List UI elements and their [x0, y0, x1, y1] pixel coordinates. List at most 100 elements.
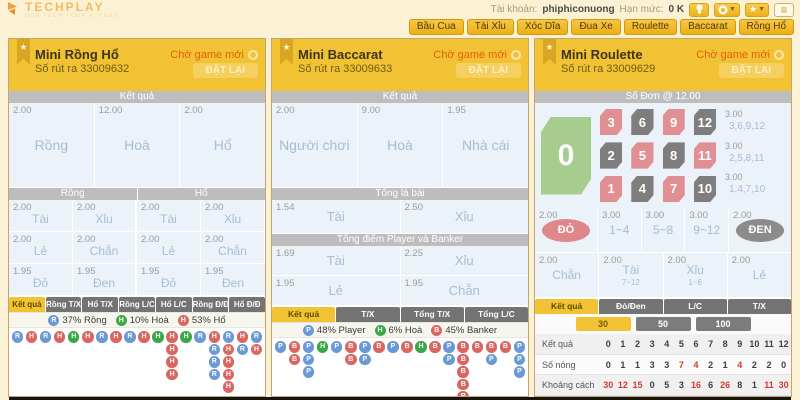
account-name: phiphiconuong	[542, 4, 615, 15]
tab-tong-t-x[interactable]: Tổng T/X	[400, 307, 464, 322]
bet-hoa[interactable]: 9.00 Hoà	[357, 103, 444, 188]
coin-menu-button[interactable]: ▼	[714, 2, 740, 17]
rebet-button[interactable]: ĐẶT LẠI	[455, 63, 521, 78]
bead-h-red: H	[250, 343, 263, 355]
bet-ho[interactable]: 2.00 Hổ	[180, 103, 266, 188]
bet-chan[interactable]: 1.95 Chẵn	[400, 276, 528, 306]
bet-label: Tài	[32, 212, 49, 226]
bet-tai[interactable]: 1.54 Tài	[272, 200, 401, 234]
nav-rong-ho[interactable]: Rồng Hổ	[738, 18, 794, 35]
favorites-menu-button[interactable]: ★ ▼	[744, 2, 769, 17]
bet-xiu[interactable]: 2.50 Xỉu	[400, 200, 528, 234]
bet-label: Chẵn	[89, 244, 119, 258]
bet-5-8[interactable]: 3.00 5~8	[641, 208, 686, 253]
game-nav: Bầu Cua Tài Xỉu Xóc Dĩa Đua Xe Roulette Bacca…	[0, 17, 800, 36]
bet-hoa[interactable]: 12.00 Hoà	[94, 103, 181, 188]
bet-xiu[interactable]: 2.25 Xỉu	[400, 246, 528, 276]
tab-o-en[interactable]: Đỏ/Đen	[599, 299, 663, 314]
rebet-button[interactable]: ĐẶT LẠI	[718, 63, 784, 78]
cell-value: 0	[605, 359, 611, 370]
tab-ho-t-x[interactable]: Hổ T/X	[82, 297, 119, 312]
tab-l-c[interactable]: L/C	[663, 299, 727, 314]
bet-chan[interactable]: 2.00 Chẵn	[535, 253, 600, 298]
tab-ho[interactable]: Hổ Đ/Đ	[229, 297, 266, 312]
light-toggle-button[interactable]	[689, 2, 710, 17]
bet-9-12[interactable]: 3.00 9~12	[685, 208, 730, 253]
group-bet-1-4-7-10[interactable]: 3.00 1,4,7,10	[725, 171, 787, 203]
bet-xiu[interactable]: 2.00 Xỉu	[73, 200, 137, 232]
group-bet-2-5-8-11[interactable]: 3.00 2,5,8,11	[725, 140, 787, 172]
tab-ket-qua[interactable]: Kết quả	[9, 297, 45, 312]
group-header-rong: Rồng	[9, 188, 138, 200]
bet-en[interactable]: 1.95 Đen	[73, 264, 137, 296]
nav-baccarat[interactable]: Baccarat	[680, 18, 736, 35]
bet-tai[interactable]: 2.00 Tài	[137, 200, 201, 232]
tab-ket-qua[interactable]: Kết quả	[272, 307, 336, 322]
bet-number-4[interactable]: 4	[631, 175, 654, 202]
bet-le[interactable]: 1.95 Lẻ	[272, 276, 401, 306]
bet-number-10[interactable]: 10	[693, 175, 716, 202]
bet-number-9[interactable]: 9	[662, 109, 685, 136]
bet-nguoi-choi[interactable]: 2.00 Người chơi	[272, 103, 358, 188]
bet-chan[interactable]: 2.00 Chẵn	[201, 232, 265, 264]
bet-rong[interactable]: 2.00 Rồng	[9, 103, 95, 188]
nav-tai-xiu[interactable]: Tài Xỉu	[466, 18, 514, 35]
tab-ket-qua[interactable]: Kết quả	[535, 299, 599, 314]
bet-en[interactable]: 2.00 ĐEN	[729, 208, 792, 253]
bead-road: PBBPPPHPBBPPBPBHBPPBBBBBBBPBPPP	[272, 338, 528, 396]
bet-1-4[interactable]: 3.00 1~4	[597, 208, 642, 253]
cell-value: 16	[690, 380, 701, 391]
chip-30[interactable]: 30	[575, 317, 631, 331]
bet-xiu[interactable]: 2.00 Xỉu 1~6	[663, 253, 728, 298]
bet-number-2[interactable]: 2	[600, 142, 623, 169]
bet-tai[interactable]: 1.69 Tài	[272, 246, 401, 276]
bet-nha-cai[interactable]: 1.95 Nhà cái	[443, 103, 529, 188]
bet-number-12[interactable]: 12	[693, 109, 716, 136]
tab-ho-l-c[interactable]: Hổ L/C	[155, 297, 192, 312]
bet-number-3[interactable]: 3	[600, 109, 623, 136]
bet-o[interactable]: 1.95 Đỏ	[9, 264, 73, 296]
rebet-button[interactable]: ĐẶT LẠI	[192, 63, 258, 78]
nav-xoc-dia[interactable]: Xóc Dĩa	[516, 18, 569, 35]
hamburger-menu-button[interactable]: ≡	[774, 2, 794, 17]
tab-rong-t-x[interactable]: Rồng T/X	[45, 297, 82, 312]
bet-label: Lẻ	[328, 283, 343, 298]
bet-label: 1~4	[609, 223, 630, 237]
bet-tai[interactable]: 2.00 Tài 7~12	[599, 253, 664, 298]
tab-rong[interactable]: Rồng Đ/Đ	[192, 297, 229, 312]
nav-bau-cua[interactable]: Bầu Cua	[408, 18, 464, 35]
bet-o[interactable]: 2.00 ĐỎ	[535, 208, 598, 253]
stat-badge-red: B	[431, 324, 443, 336]
tab-rong-l-c[interactable]: Rồng L/C	[119, 297, 155, 312]
bet-xiu[interactable]: 2.00 Xỉu	[201, 200, 265, 232]
bet-number-11[interactable]: 11	[693, 142, 716, 169]
tab-t-x[interactable]: T/X	[336, 307, 400, 322]
group-bet-3-6-9-12[interactable]: 3.00 3,6,9,12	[725, 108, 787, 140]
section-header-total-points: Tổng điểm Player và Banker	[272, 234, 528, 246]
bet-number-6[interactable]: 6	[631, 109, 654, 136]
bet-number-5[interactable]: 5	[631, 142, 654, 169]
bet-le[interactable]: 2.00 Lẻ	[137, 232, 201, 264]
bet-odds: 2.25	[404, 248, 424, 259]
draw-number: Số rút ra 33009629	[561, 63, 656, 75]
bet-en[interactable]: 1.95 Đen	[201, 264, 265, 296]
bet-tai[interactable]: 2.00 Tài	[9, 200, 73, 232]
bet-odds: 2.00	[603, 255, 622, 266]
bet-number-8[interactable]: 8	[662, 142, 685, 169]
bet-number-7[interactable]: 7	[662, 175, 685, 202]
bet-le[interactable]: 2.00 Lẻ	[9, 232, 73, 264]
chip-100[interactable]: 100	[695, 317, 751, 331]
tab-t-x[interactable]: T/X	[727, 299, 791, 314]
stat-item: H 10% Hoà	[115, 314, 169, 326]
nav-roulette[interactable]: Roulette	[623, 18, 678, 35]
bet-chan[interactable]: 2.00 Chẵn	[73, 232, 137, 264]
bet-zero[interactable]: 0	[541, 116, 591, 195]
tab-tong-l-c[interactable]: Tổng L/C	[464, 307, 528, 322]
cell-value: 4	[693, 359, 699, 370]
bet-number-1[interactable]: 1	[600, 175, 623, 202]
bet-o[interactable]: 1.95 Đỏ	[137, 264, 201, 296]
bet-odds: 2.50	[404, 202, 424, 213]
bet-le[interactable]: 2.00 Lẻ	[727, 253, 791, 298]
nav-ua-xe[interactable]: Đua Xe	[571, 18, 621, 35]
chip-50[interactable]: 50	[635, 317, 691, 331]
